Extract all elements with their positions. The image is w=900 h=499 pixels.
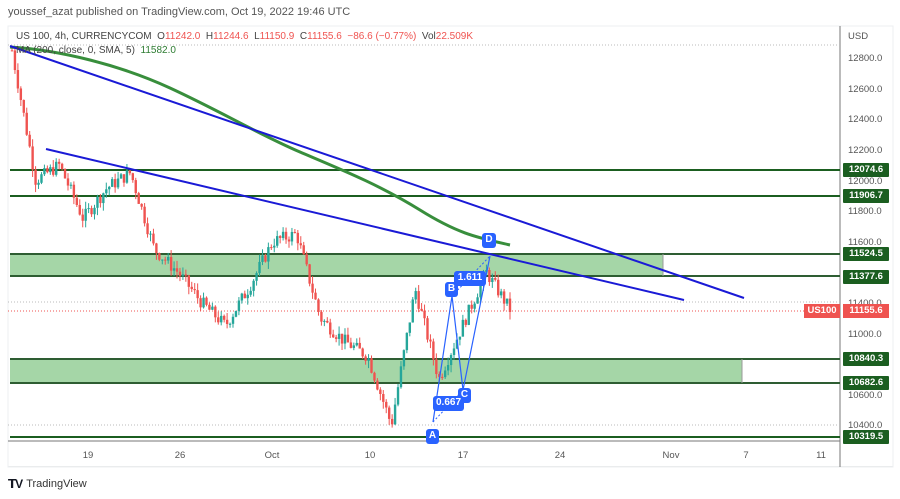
current-price-tag: 11155.6 [843, 304, 889, 318]
x-tick: 24 [554, 450, 566, 461]
ma-legend[interactable]: MA (200, close, 0, SMA, 5) 11582.0 [16, 45, 176, 56]
y-tick: 10400.0 [848, 420, 883, 431]
brand-name: TradingView [26, 478, 87, 490]
x-tick: 19 [82, 450, 94, 461]
x-tick: 11 [816, 450, 826, 461]
x-tick: 17 [457, 450, 469, 461]
y-tick: 11600.0 [848, 237, 882, 248]
point-d-label[interactable]: D [482, 233, 496, 248]
footer: 𝗧V TradingView [8, 477, 87, 491]
point-a-label[interactable]: A [426, 429, 439, 444]
y-tick: 12000.0 [848, 176, 883, 187]
symbol-info[interactable]: US 100, 4h, CURRENCYCOM [16, 31, 152, 42]
trendline-lower [45, 148, 685, 301]
ohlc-legend: US 100, 4h, CURRENCYCOM O11242.0 H11244.… [16, 31, 474, 42]
y-tick: 11400.0 [848, 298, 882, 309]
zone-lower [10, 358, 840, 384]
tradingview-logo-icon: 𝗧V [8, 477, 23, 491]
y-tick: 12200.0 [848, 145, 883, 156]
y-tick: 11000.0 [848, 329, 882, 340]
price-tag-level: 11377.6 [843, 270, 889, 284]
change-value: −86.6 (−0.77%) [347, 31, 417, 42]
y-tick: 12400.0 [848, 114, 883, 125]
y-tick: 10600.0 [848, 390, 883, 401]
ratio-cd-label: 1.611 [454, 271, 486, 286]
publish-info: youssef_azat published on TradingView.co… [8, 6, 351, 18]
y-tick: 12600.0 [848, 84, 883, 95]
ma-value: 11582.0 [140, 45, 176, 56]
price-tag-level: 11524.5 [843, 247, 889, 261]
symbol-tag: US100 [804, 304, 840, 318]
price-tag-level: 10319.5 [843, 430, 889, 444]
x-tick: 26 [174, 450, 186, 461]
y-tick: 12800.0 [848, 53, 883, 64]
low-value: 11150.9 [259, 31, 295, 42]
y-tick: 11800.0 [848, 206, 882, 217]
zone-upper [10, 253, 840, 277]
currency-label: USD [848, 31, 869, 42]
open-value: 11242.0 [164, 31, 201, 42]
x-tick: 10 [364, 450, 376, 461]
volume-value: 22.509K [435, 31, 474, 42]
price-tag-level: 10840.3 [843, 352, 889, 366]
price-tag-level: 10682.6 [843, 376, 889, 390]
ma-label: MA (200, close, 0, SMA, 5) [16, 45, 135, 56]
x-tick: Oct [264, 450, 280, 461]
ratio-bc-label: 0.667 [433, 396, 464, 411]
ma-200-line [9, 45, 511, 247]
x-tick: 7 [743, 450, 749, 461]
x-tick: Nov [662, 450, 680, 461]
high-value: 11244.6 [213, 31, 249, 42]
trendline-upper [9, 45, 745, 299]
point-b-label[interactable]: B [445, 282, 458, 297]
price-tag-level: 12074.6 [843, 163, 889, 177]
close-value: 11155.6 [307, 31, 342, 42]
price-tag-level: 11906.7 [843, 189, 889, 203]
